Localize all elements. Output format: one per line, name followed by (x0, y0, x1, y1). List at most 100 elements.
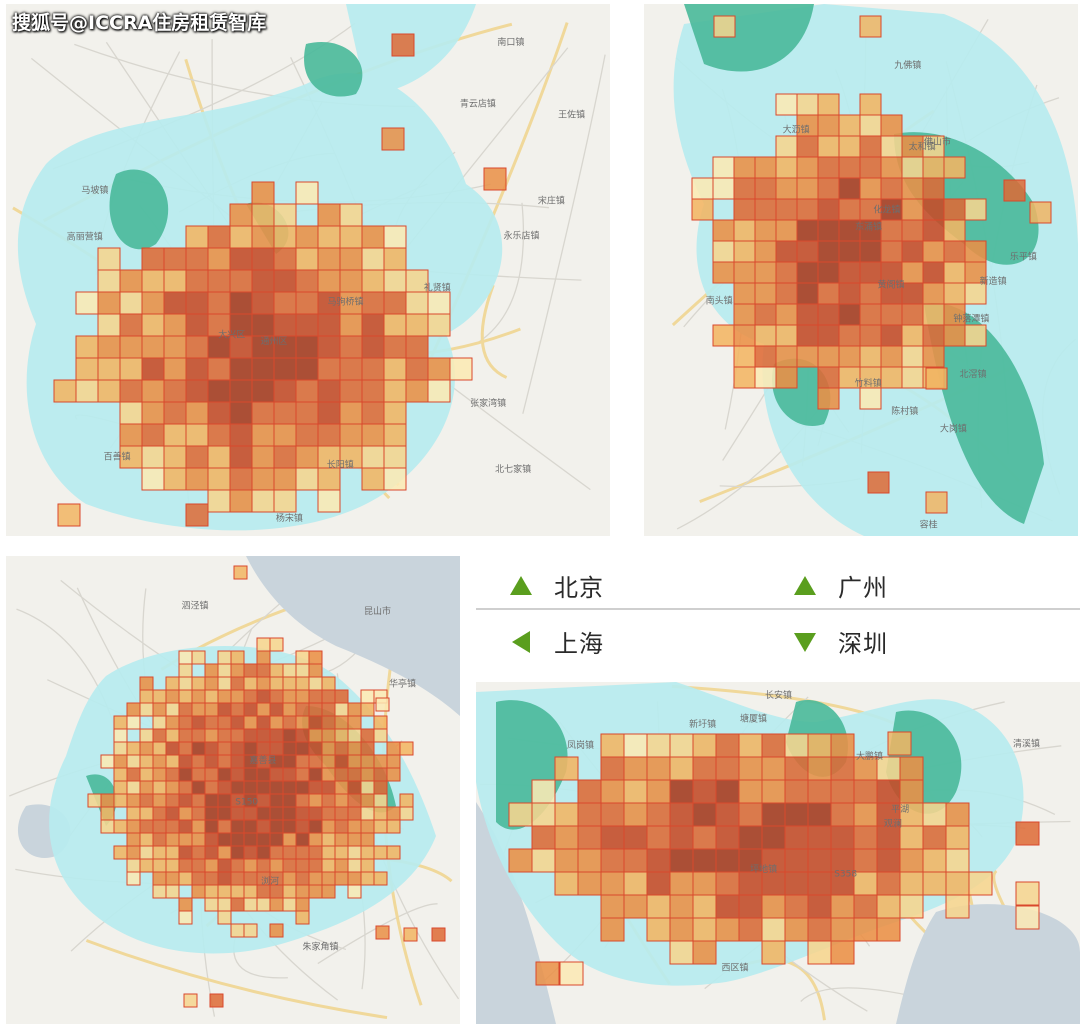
heat-cell (531, 802, 556, 827)
legend-item-shanghai: 上海 (508, 624, 604, 659)
heat-cell (308, 793, 323, 808)
heat-cell (191, 767, 206, 782)
heat-cell (361, 269, 385, 293)
heat-cell (113, 728, 128, 743)
heat-cell (295, 445, 319, 469)
heat-cell (243, 923, 258, 938)
heat-cell (830, 802, 855, 827)
heat-cell (646, 779, 671, 804)
heat-cell (183, 993, 198, 1008)
heat-cell (880, 345, 903, 368)
shenzhen-map[interactable]: 长安镇 凤岗镇 清溪镇 塘厦镇 西区镇 观澜 平湖 坪地镇 新圩镇 大鹏镇 S358 (476, 682, 1080, 1024)
heat-cell (360, 741, 375, 756)
shanghai-map[interactable]: 昆山市 嘉善县 浏河 华亭镇 朱家角镇 泗泾镇 S150 (6, 556, 460, 1024)
road (480, 284, 508, 379)
heat-cell (207, 379, 231, 403)
heat-cell (165, 819, 180, 834)
heat-cell (399, 806, 414, 821)
heat-cell (75, 379, 99, 403)
heat-cell (204, 780, 219, 795)
heat-cell (165, 832, 180, 847)
heat-cell (152, 806, 167, 821)
heat-cell (163, 423, 187, 447)
heat-cell (712, 261, 735, 284)
heat-cell (295, 181, 319, 205)
beijing-map[interactable]: 南口镇 百善镇 北七家镇 高丽营镇 杨宋镇 马坡镇 宋庄镇 永乐店镇 马驹桥镇 青云店镇 礼贤镇 长阳… (6, 4, 610, 536)
heat-cell (308, 767, 323, 782)
heat-cell (185, 247, 209, 271)
heat-cell (373, 780, 388, 795)
heat-cell (880, 114, 903, 137)
heat-cell (273, 379, 297, 403)
heat-cell (295, 767, 310, 782)
heat-cell (880, 177, 903, 200)
place-label: S150 (235, 798, 258, 808)
heat-cell (945, 848, 970, 873)
heat-cell (165, 741, 180, 756)
heat-cell (334, 780, 349, 795)
heat-cell (738, 917, 763, 942)
heat-cell (838, 198, 861, 221)
heat-cell (859, 177, 882, 200)
heat-cell (876, 894, 901, 919)
heat-cell (230, 650, 245, 665)
heat-cell (646, 917, 671, 942)
heat-cell (339, 335, 363, 359)
heat-cell (308, 676, 323, 691)
heat-cell (256, 819, 271, 834)
heat-cell (431, 927, 446, 942)
heat-cell (126, 832, 141, 847)
heat-cell (775, 219, 798, 242)
heat-cell (141, 401, 165, 425)
heat-cell (859, 135, 882, 158)
heat-cell (230, 923, 245, 938)
heat-cell (317, 313, 341, 337)
heat-cell (1029, 201, 1052, 224)
heat-cell (308, 741, 323, 756)
heat-cell (308, 728, 323, 743)
heat-cell (273, 357, 297, 381)
guangzhou-map[interactable]: 太和镇 钟落潭镇 竹料镇 九佛镇 佛山市 大沥镇 北滘镇 陈村镇 化龙镇 东涌镇 新造镇 黄阁镇 南头镇… (644, 4, 1078, 536)
heat-cell (968, 871, 993, 896)
place-label: 大沥镇 (783, 123, 810, 135)
heat-cell (817, 114, 840, 137)
heat-cell (126, 715, 141, 730)
heat-cell (449, 357, 473, 381)
heat-cell (87, 793, 102, 808)
heat-cell (230, 702, 245, 717)
heat-cell (295, 676, 310, 691)
heat-cell (308, 663, 323, 678)
heat-cell (317, 335, 341, 359)
heat-cell (859, 240, 882, 263)
heat-cell (185, 269, 209, 293)
heat-cell (282, 884, 297, 899)
heat-cell (796, 303, 819, 326)
heat-cell (838, 114, 861, 137)
heat-cell (339, 423, 363, 447)
heat-cell (775, 135, 798, 158)
heat-cell (830, 940, 855, 965)
heat-cell (152, 871, 167, 886)
heat-cell (360, 806, 375, 821)
place-label: 北七家镇 (495, 463, 531, 475)
heat-cell (178, 858, 193, 873)
heat-cell (360, 767, 375, 782)
heat-cell (901, 345, 924, 368)
heat-cell (165, 715, 180, 730)
heat-cell (178, 845, 193, 860)
heat-cell (204, 728, 219, 743)
heat-cell (1003, 179, 1026, 202)
heat-cell (383, 357, 407, 381)
legend-item-shenzhen: 深圳 (792, 624, 888, 659)
heat-cell (185, 423, 209, 447)
heat-cell (360, 754, 375, 769)
heat-cell (317, 225, 341, 249)
heat-cell (600, 733, 625, 758)
heat-cell (165, 754, 180, 769)
heat-cell (295, 467, 319, 491)
heat-cell (269, 832, 284, 847)
heat-cell (775, 177, 798, 200)
heat-cell (922, 156, 945, 179)
heat-cell (282, 832, 297, 847)
heat-cell (945, 871, 970, 896)
